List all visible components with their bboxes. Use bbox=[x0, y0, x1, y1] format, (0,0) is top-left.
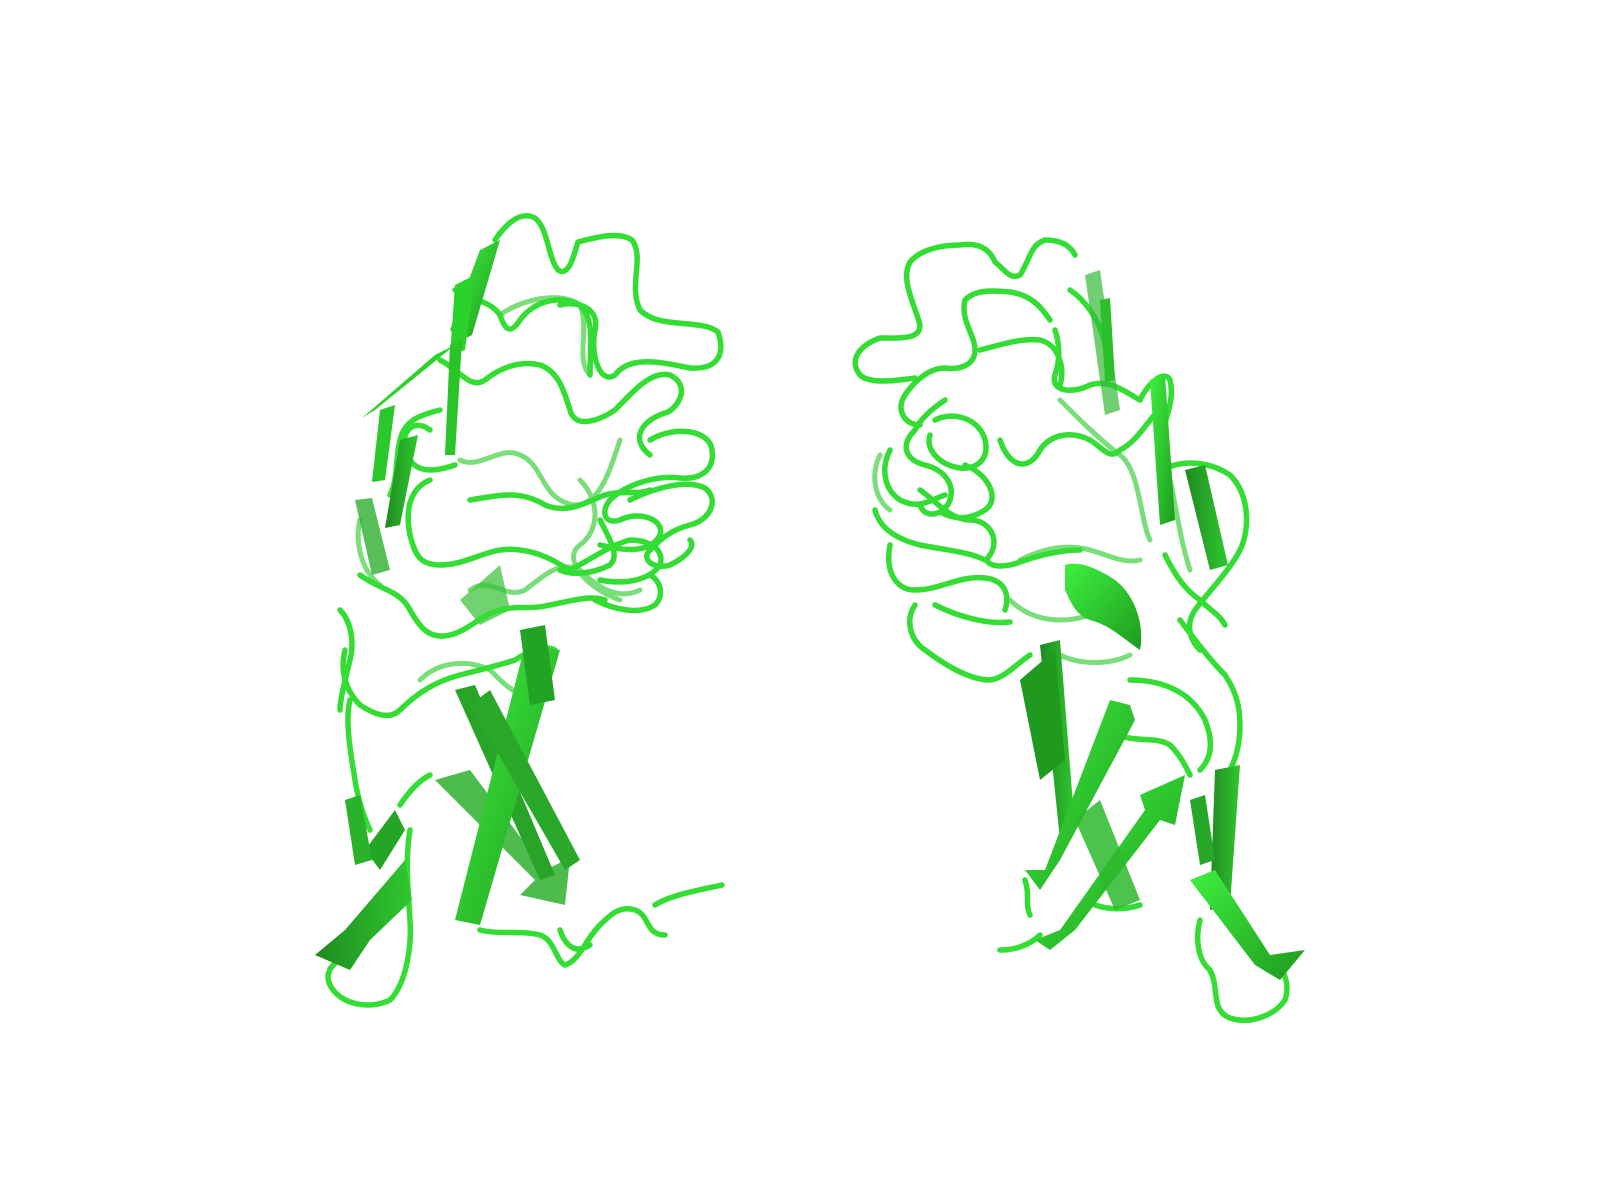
beta-strand bbox=[1190, 870, 1305, 980]
beta-strand bbox=[1075, 800, 1140, 910]
beta-strand bbox=[450, 275, 475, 355]
beta-strand bbox=[1100, 298, 1115, 382]
beta-strand bbox=[385, 435, 418, 528]
back-coils-right bbox=[872, 397, 1193, 665]
beta-strand bbox=[445, 340, 462, 455]
beta-strand bbox=[372, 405, 395, 482]
beta-strand bbox=[1190, 795, 1215, 865]
beta-sheet-left-front bbox=[315, 240, 580, 970]
beta-strand bbox=[1025, 700, 1135, 890]
helix-turn bbox=[1065, 563, 1142, 650]
beta-strand bbox=[1185, 465, 1228, 570]
beta-strand bbox=[1020, 650, 1065, 780]
protein-chain-left bbox=[315, 213, 725, 1008]
beta-strand bbox=[345, 795, 372, 865]
beta-sheet-right bbox=[1020, 270, 1305, 980]
beta-strand bbox=[1210, 765, 1240, 910]
beta-strand bbox=[355, 498, 390, 575]
beta-strand bbox=[315, 860, 412, 970]
beta-strand bbox=[365, 810, 405, 870]
beta-strand bbox=[362, 345, 455, 418]
beta-strand bbox=[520, 625, 555, 705]
beta-strand bbox=[455, 645, 560, 925]
beta-strand bbox=[1150, 375, 1175, 525]
front-coils-right bbox=[852, 237, 1290, 1024]
protein-chain-right bbox=[852, 237, 1305, 1024]
beta-strand bbox=[470, 690, 580, 870]
